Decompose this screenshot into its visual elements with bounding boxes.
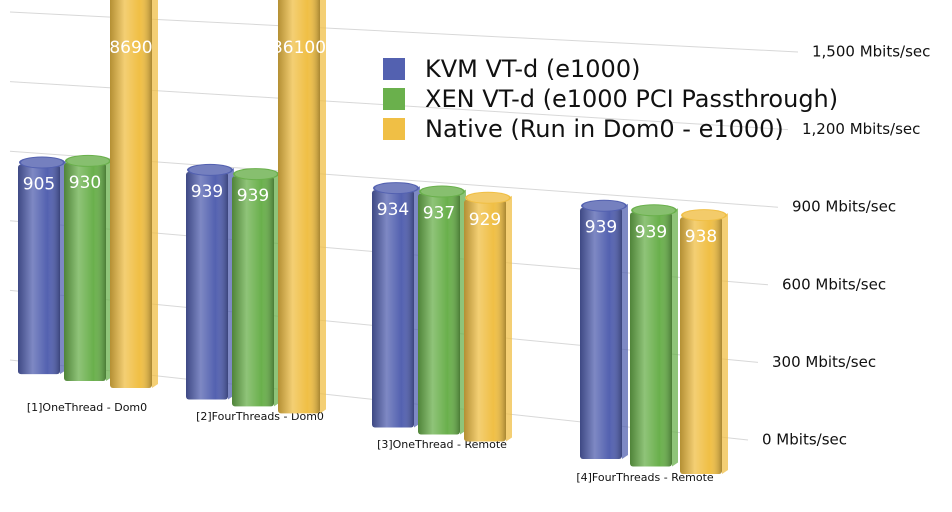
bar-top [419,185,465,198]
bar-shade [110,0,152,388]
value-label: 939 [585,218,617,238]
bar-shade [680,217,722,475]
bar-shade [278,0,320,414]
bar-side [152,0,158,388]
value-label: 930 [69,173,101,193]
y-tick-label: 1,200 Mbits/sec [802,120,920,138]
bar-top-shine [21,157,63,168]
bar-side [506,195,512,442]
value-label: 938 [685,227,717,247]
legend-swatch [383,58,405,80]
value-label: 934 [377,200,409,220]
bar-top [631,204,677,217]
x-tick-label: [4]FourThreads - Remote [576,471,714,484]
bar-top [465,191,511,204]
bar-top-shine [467,192,509,203]
bar-top [681,209,727,222]
value-label: 939 [237,186,269,206]
bar-shade [372,190,414,428]
legend-swatch [383,88,405,110]
bar-shade [464,199,506,442]
bar-side [622,203,628,459]
bar-top-shine [583,200,625,211]
bar-side [722,213,728,475]
value-label: 36100 [272,38,326,58]
value-label: 937 [423,204,455,224]
bar-side [672,208,678,467]
legend-label: Native (Run in Dom0 - e1000) [425,115,784,143]
bar-top-shine [421,186,463,197]
bar-top [373,182,419,195]
bar-top [233,168,279,181]
bar-top [65,154,111,167]
bar-top-shine [633,205,675,216]
bar-top-shine [375,183,417,194]
bar-shade [418,193,460,435]
bar-top-shine [235,169,277,180]
bar-shade [186,171,228,400]
bar-shade [630,212,672,467]
bar-shade [232,176,274,407]
legend-label: KVM VT-d (e1000) [425,55,640,83]
bar-shade [580,207,622,459]
bar-shade [64,162,106,382]
value-label: 939 [635,222,667,242]
value-label: 929 [469,210,501,230]
bar-shade [18,164,60,375]
value-label: 8690 [109,38,152,58]
bar-top [187,163,233,176]
y-tick-label: 0 Mbits/sec [762,431,847,449]
y-tick-label: 600 Mbits/sec [782,275,886,293]
bar-top-shine [67,155,109,166]
bar-top-shine [189,164,231,175]
x-tick-label: [1]OneThread - Dom0 [27,401,147,414]
bar-top [19,156,65,169]
legend-swatch [383,118,405,140]
value-label: 905 [23,174,55,194]
bar-side [320,0,326,414]
y-tick-label: 1,500 Mbits/sec [812,43,930,61]
bar-top [581,199,627,212]
legend-label: XEN VT-d (e1000 PCI Passthrough) [425,85,838,113]
bar-top-shine [683,210,725,221]
y-tick-label: 300 Mbits/sec [772,353,876,371]
value-label: 939 [191,182,223,202]
y-tick-label: 900 Mbits/sec [792,198,896,216]
